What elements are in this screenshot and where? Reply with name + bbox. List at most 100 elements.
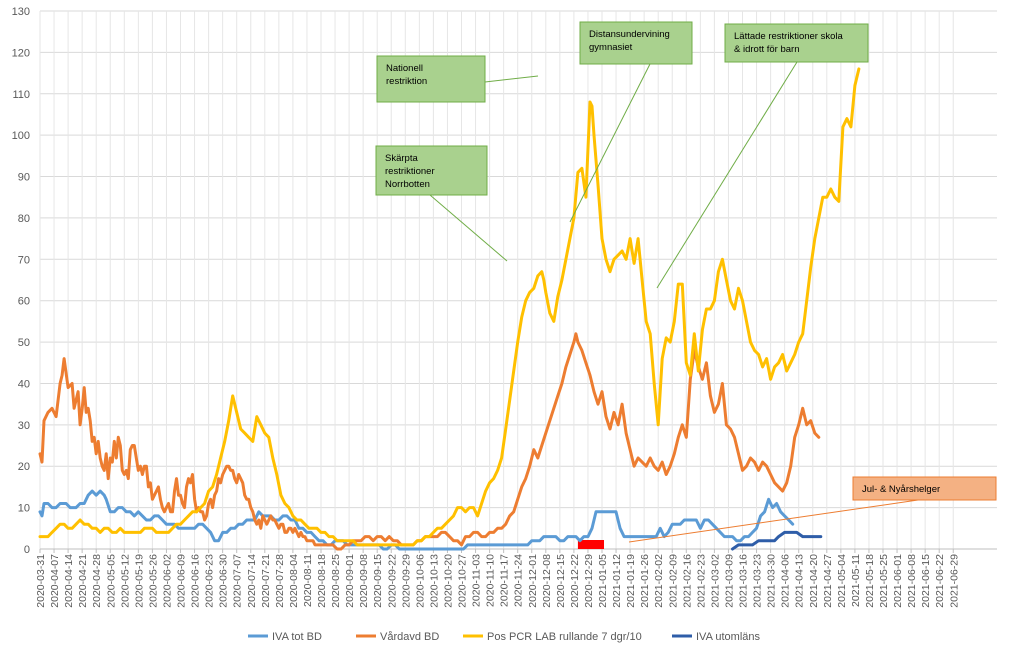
callout-text: Distansundervining: [589, 29, 670, 40]
x-tick-label: 2020-12-22: [569, 554, 581, 608]
legend-label: Vårdavd BD: [380, 631, 439, 643]
callout-text: Norrbotten: [385, 179, 430, 190]
legend-item-1: Vårdavd BD: [356, 631, 439, 643]
x-tick-label: 2021-01-05: [597, 554, 609, 608]
x-tick-label: 2021-06-08: [906, 554, 918, 608]
legend-item-2: Pos PCR LAB rullande 7 dgr/10: [463, 631, 642, 643]
x-tick-label: 2020-08-18: [316, 554, 328, 608]
callout-text: Jul- & Nyårshelger: [862, 484, 940, 495]
x-tick-label: 2021-01-19: [625, 554, 637, 608]
y-tick-label: 0: [24, 544, 30, 556]
x-tick-label: 2020-09-08: [358, 554, 370, 608]
x-tick-label: 2021-01-26: [639, 554, 651, 608]
callout-text: Skärpta: [385, 153, 418, 164]
callout-pointer: [429, 194, 508, 262]
x-tick-label: 2020-09-15: [372, 554, 384, 608]
annotation-callout-2: Distansundervining gymnasiet: [569, 21, 693, 223]
x-tick-label: 2021-06-15: [920, 554, 932, 608]
x-tick-label: 2020-12-08: [541, 554, 553, 608]
x-tick-label: 2020-12-15: [555, 554, 567, 608]
y-tick-label: 40: [18, 378, 30, 390]
callout-pointer: [628, 499, 919, 543]
x-tick-label: 2020-07-07: [232, 554, 244, 608]
x-tick-label: 2020-09-01: [344, 554, 356, 608]
x-tick-label: 2021-01-12: [611, 554, 623, 608]
y-tick-label: 90: [18, 172, 30, 184]
x-tick-label: 2020-05-26: [147, 554, 159, 608]
callout-pointer: [484, 75, 539, 83]
x-tick-label: 2021-02-02: [653, 554, 665, 608]
callout-box: [724, 23, 869, 63]
x-tick-label: 2020-04-21: [77, 554, 89, 608]
x-tick-label: 2020-08-25: [330, 554, 342, 608]
legend: IVA tot BD Vårdavd BD Pos PCR LAB rullande…: [248, 631, 760, 643]
callout-box: [579, 21, 693, 65]
x-tick-label: 2021-05-25: [878, 554, 890, 608]
x-tick-label: 2020-11-24: [513, 554, 525, 607]
callout-pointer: [569, 63, 651, 223]
y-axis: 0 10 20 30 40 50 60 70 80 90 100 110 120 130: [12, 6, 30, 556]
x-tick-label: 2020-11-03: [471, 554, 483, 607]
callout-text: Lättade restriktioner skola: [734, 31, 843, 42]
y-tick-label: 130: [12, 6, 30, 18]
x-tick-label: 2020-03-31: [35, 554, 47, 608]
legend-item-0: IVA tot BD: [248, 631, 322, 643]
x-tick-label: 2020-07-28: [274, 554, 286, 608]
x-tick-label: 2021-06-22: [934, 554, 946, 608]
annotations: Nationell restriktion Skärpta restriktioner…: [375, 21, 997, 543]
x-tick-label: 2021-03-09: [723, 554, 735, 608]
series-lines: [38, 67, 861, 551]
annotation-callout-0: Nationell restriktion: [376, 55, 539, 103]
holiday-highlight: [577, 540, 605, 549]
y-tick-label: 110: [12, 89, 30, 101]
x-tick-label: 2020-10-06: [414, 554, 426, 608]
y-tick-label: 120: [12, 47, 30, 59]
y-tick-label: 60: [18, 296, 30, 308]
x-tick-label: 2020-10-27: [457, 554, 469, 608]
x-tick-label: 2021-04-20: [808, 554, 820, 608]
y-tick-label: 70: [18, 254, 30, 266]
legend-label: IVA tot BD: [272, 631, 322, 643]
gridlines: [39, 10, 997, 550]
annotation-callout-4: Jul- & Nyårshelger: [628, 476, 997, 543]
callout-pointer: [656, 61, 798, 289]
x-tick-label: 2021-03-23: [752, 554, 764, 608]
callout-box: [376, 55, 486, 103]
x-tick-label: 2020-04-28: [91, 554, 103, 608]
x-tick-label: 2020-08-04: [288, 554, 300, 608]
callout-box: [852, 476, 997, 501]
y-tick-label: 30: [18, 420, 30, 432]
series-line-2: [38, 67, 861, 547]
x-tick-label: 2020-07-21: [260, 554, 272, 608]
x-tick-label: 2021-03-16: [738, 554, 750, 608]
legend-label: Pos PCR LAB rullande 7 dgr/10: [487, 631, 642, 643]
x-tick-label: 2020-08-11: [302, 554, 314, 607]
x-tick-label: 2021-06-29: [948, 554, 960, 608]
callout-text: restriktion: [386, 76, 427, 87]
x-tick-label: 2020-06-16: [190, 554, 202, 608]
x-tick-label: 2020-04-14: [63, 554, 75, 608]
y-tick-label: 80: [18, 213, 30, 225]
x-tick-label: 2020-06-23: [204, 554, 216, 608]
x-tick-label: 2020-05-05: [105, 554, 117, 608]
x-tick-label: 2020-09-22: [386, 554, 398, 608]
x-axis: 2020-03-31 2020-04-07 2020-04-14 2020-04-21…: [35, 549, 960, 608]
callout-text: Nationell: [386, 63, 423, 74]
x-tick-label: 2020-10-13: [428, 554, 440, 608]
callout-text: restriktioner: [385, 166, 435, 177]
x-tick-label: 2021-02-16: [681, 554, 693, 608]
x-tick-label: 2021-03-02: [709, 554, 721, 608]
x-tick-label: 2021-04-27: [822, 554, 834, 608]
x-tick-label: 2020-12-29: [583, 554, 595, 608]
legend-item-3: IVA utomläns: [672, 631, 760, 643]
x-tick-label: 2021-04-13: [794, 554, 806, 608]
x-tick-label: 2021-05-11: [850, 554, 862, 607]
x-tick-label: 2020-10-20: [442, 554, 454, 608]
x-tick-label: 2020-04-07: [49, 554, 61, 608]
x-tick-label: 2021-05-04: [836, 554, 848, 608]
annotation-callout-1: Skärpta restriktioner Norrbotten: [375, 145, 508, 262]
series-line-3: [731, 530, 823, 551]
x-tick-label: 2020-09-29: [400, 554, 412, 608]
x-tick-label: 2020-11-10: [485, 554, 497, 607]
y-tick-label: 10: [18, 503, 30, 515]
